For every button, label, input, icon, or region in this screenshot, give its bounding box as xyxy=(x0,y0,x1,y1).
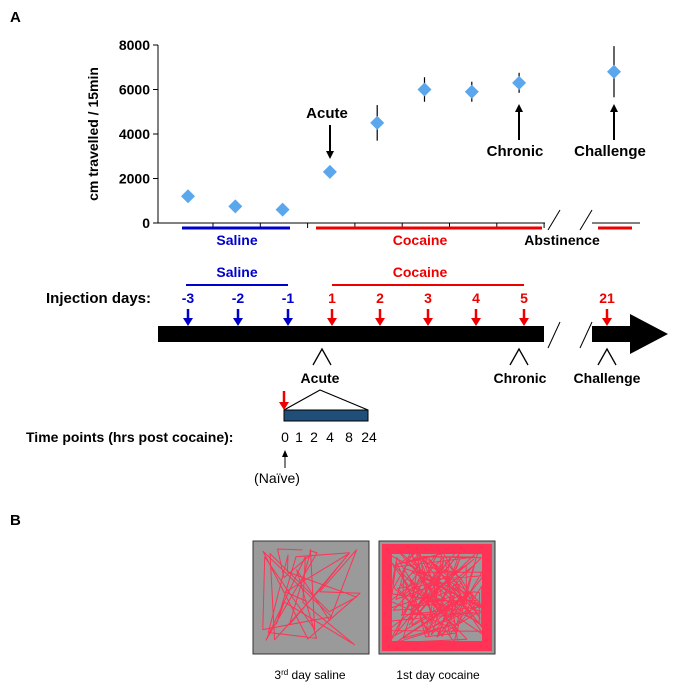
injection-arrowhead xyxy=(233,318,243,326)
timepoints-zoom xyxy=(283,389,369,411)
time-point-label: 0 xyxy=(281,429,289,445)
injection-day-label: 1 xyxy=(328,290,336,306)
panel-a-label: A xyxy=(10,9,21,26)
data-point xyxy=(464,84,479,99)
time-point-label: 24 xyxy=(361,429,377,445)
naive-label: (Naïve) xyxy=(254,470,300,486)
timeline-acute-label: Acute xyxy=(301,370,340,386)
injection-arrowhead xyxy=(602,318,612,326)
abstinence-label: Abstinence xyxy=(524,232,600,248)
data-point xyxy=(370,115,385,130)
y-tick-label: 8000 xyxy=(119,37,150,53)
tracking-images: 3rd day saline 1st day cocaine xyxy=(252,540,496,682)
injection-days-label: Injection days: xyxy=(46,290,151,307)
data-point xyxy=(512,75,527,90)
locomotor-chart: cm travelled / 15min 0 2000 4000 6000 8000 S… xyxy=(85,37,646,248)
cocaine-group-label: Cocaine xyxy=(393,232,448,248)
injection-arrowhead xyxy=(471,318,481,326)
injection-arrowhead xyxy=(423,318,433,326)
injection-arrowhead xyxy=(183,318,193,326)
data-point xyxy=(417,82,432,97)
naive-arrowhead xyxy=(282,450,288,457)
timeline-saline-label: Saline xyxy=(216,264,257,280)
y-tick-label: 0 xyxy=(142,215,150,231)
axis-break xyxy=(547,209,561,231)
saline-image-caption: 3rd day saline xyxy=(274,668,346,682)
chronic-annotation: Chronic xyxy=(487,143,544,160)
y-tick-label: 2000 xyxy=(119,171,150,187)
data-point xyxy=(228,199,243,214)
injection-arrowhead xyxy=(375,318,385,326)
injection-timeline: Saline Cocaine Injection days: -3 -2 -1 1 2 3… xyxy=(26,264,668,486)
injection-day-label: 4 xyxy=(472,290,480,306)
saline-group-label: Saline xyxy=(216,232,257,248)
injection-day-label: -2 xyxy=(232,290,245,306)
data-point xyxy=(322,164,337,179)
time-points-label: Time points (hrs post cocaine): xyxy=(26,429,233,445)
acute-caret xyxy=(312,347,332,366)
time-point-label: 8 xyxy=(345,429,353,445)
data-point xyxy=(181,189,195,204)
injection-arrowhead xyxy=(327,318,337,326)
injection-arrowhead xyxy=(519,318,529,326)
timeline-break xyxy=(547,321,561,349)
acute-annotation: Acute xyxy=(306,105,348,122)
injection-day-label: 5 xyxy=(520,290,528,306)
time-point-label: 4 xyxy=(326,429,334,445)
timepoint-red-arrowhead xyxy=(279,402,289,410)
injection-day-label: -1 xyxy=(282,290,295,306)
y-tick-label: 4000 xyxy=(119,126,150,142)
timeline-chronic-label: Chronic xyxy=(494,370,547,386)
challenge-caret xyxy=(597,347,617,366)
timeline-challenge-label: Challenge xyxy=(574,370,641,386)
data-point xyxy=(275,202,290,217)
chronic-caret xyxy=(509,347,529,366)
time-point-label: 2 xyxy=(310,429,318,445)
timeline-break xyxy=(579,321,593,349)
timeline-bar xyxy=(158,326,544,342)
track-path xyxy=(386,548,487,644)
injection-day-label: 3 xyxy=(424,290,432,306)
track-path xyxy=(262,548,361,646)
y-tick-label: 6000 xyxy=(119,82,150,98)
axis-break xyxy=(579,209,593,231)
injection-day-label: 21 xyxy=(599,290,615,306)
y-axis-label: cm travelled / 15min xyxy=(85,67,101,201)
timeline-arrowhead xyxy=(630,314,668,354)
timeline-bar-end xyxy=(592,326,632,342)
timepoints-bar xyxy=(283,409,369,422)
challenge-annotation: Challenge xyxy=(574,143,646,160)
injection-day-label: -3 xyxy=(182,290,195,306)
cocaine-image-caption: 1st day cocaine xyxy=(396,668,480,682)
injection-day-label: 2 xyxy=(376,290,384,306)
time-point-label: 1 xyxy=(295,429,303,445)
data-point xyxy=(607,64,621,79)
timeline-cocaine-label: Cocaine xyxy=(393,264,448,280)
track-border xyxy=(382,544,492,651)
injection-arrowhead xyxy=(283,318,293,326)
panel-b-label: B xyxy=(10,512,21,529)
